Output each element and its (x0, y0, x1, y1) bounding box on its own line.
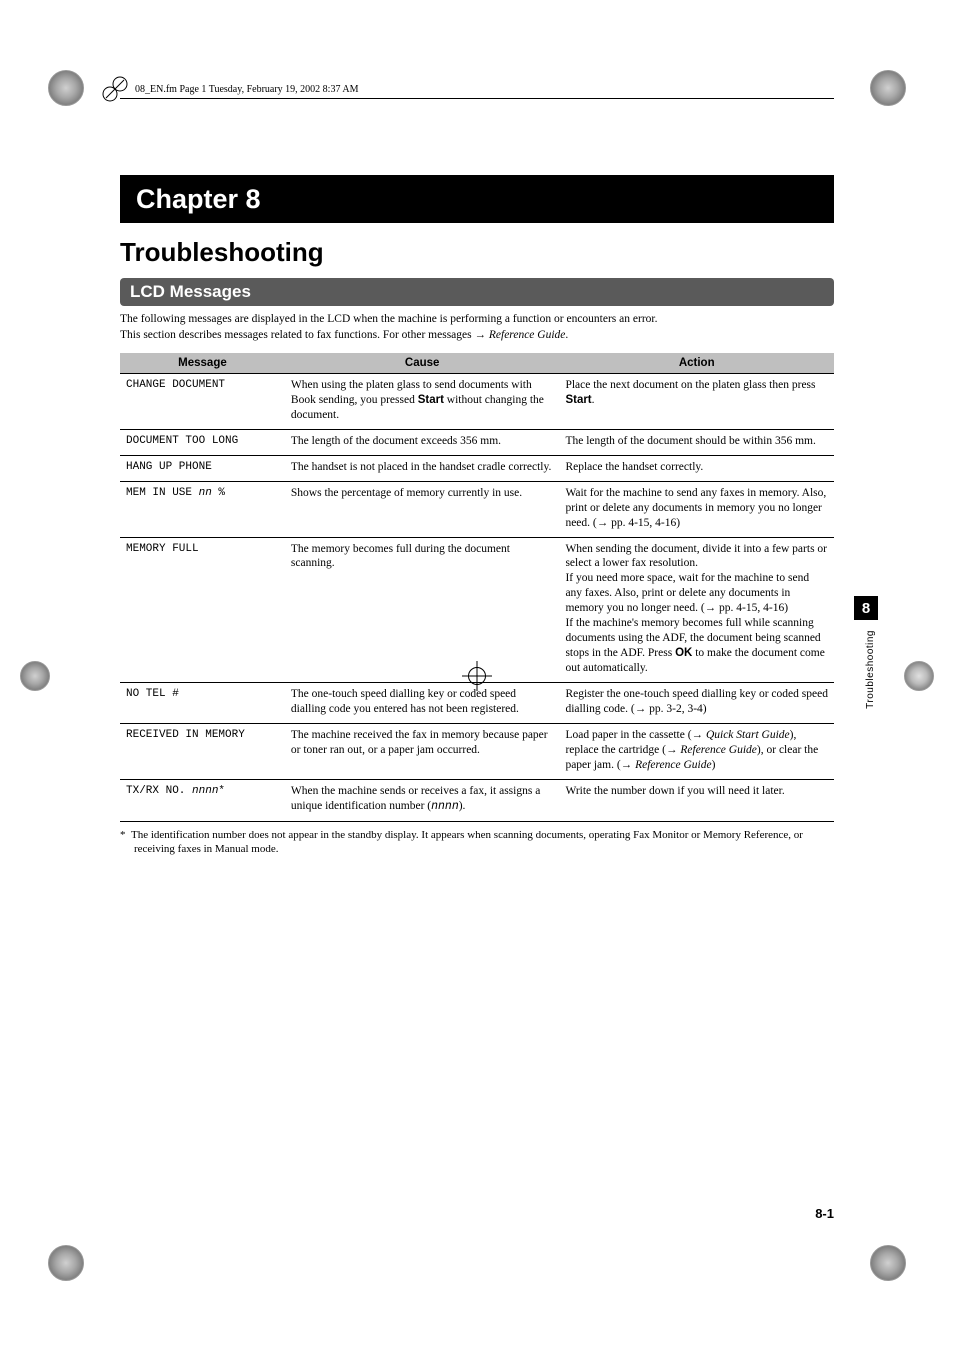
text-bold: OK (675, 647, 692, 659)
crop-mark-icon (48, 70, 84, 106)
text: If you need more space, wait for the mac… (565, 572, 809, 614)
table-row: TX/RX NO. nnnn* When the machine sends o… (120, 779, 834, 821)
msg-code: NO TEL # (120, 682, 285, 723)
msg-action: Wait for the machine to send any faxes i… (559, 481, 834, 537)
msg-code: DOCUMENT TOO LONG (120, 429, 285, 455)
msg-cause: When using the platen glass to send docu… (285, 374, 560, 430)
table-row: MEMORY FULL The memory becomes full duri… (120, 537, 834, 682)
side-tab-chapter: 8 (854, 596, 878, 620)
msg-cause: When the machine sends or receives a fax… (285, 779, 560, 821)
text-bold: Start (565, 394, 591, 406)
text-bold: Start (418, 394, 444, 406)
msg-action: Place the next document on the platen gl… (559, 374, 834, 430)
text: MEM IN USE (126, 487, 199, 499)
msg-action: Replace the handset correctly. (559, 455, 834, 481)
content-area: Chapter 8 Troubleshooting LCD Messages T… (120, 175, 834, 856)
msg-action: The length of the document should be wit… (559, 429, 834, 455)
chapter-bar: Chapter 8 (120, 175, 834, 223)
text: * (218, 785, 225, 797)
msg-code: CHANGE DOCUMENT (120, 374, 285, 430)
text: . (592, 394, 595, 406)
msg-action: Write the number down if you will need i… (559, 779, 834, 821)
footnote: * The identification number does not app… (120, 828, 834, 857)
text: Place the next document on the platen gl… (565, 379, 815, 391)
msg-cause: Shows the percentage of memory currently… (285, 481, 560, 537)
col-action: Action (559, 353, 834, 374)
framemaker-icon (100, 74, 130, 104)
table-row: DOCUMENT TOO LONG The length of the docu… (120, 429, 834, 455)
table-row: HANG UP PHONE The handset is not placed … (120, 455, 834, 481)
text: ). (459, 800, 466, 812)
side-label: Troubleshooting (865, 630, 876, 709)
text-ital: Quick Start Guide (706, 729, 790, 741)
table-row: MEM IN USE nn % Shows the percentage of … (120, 481, 834, 537)
section-title: LCD Messages (120, 282, 251, 302)
table-row: NO TEL # The one-touch speed dialling ke… (120, 682, 834, 723)
header-rule (120, 98, 834, 99)
text: % (212, 487, 225, 499)
table-row: RECEIVED IN MEMORY The machine received … (120, 723, 834, 779)
intro-text: The following messages are displayed in … (120, 312, 834, 343)
section-bar: LCD Messages (120, 278, 834, 306)
msg-code: HANG UP PHONE (120, 455, 285, 481)
crop-mark-icon (870, 70, 906, 106)
msg-code: TX/RX NO. nnnn* (120, 779, 285, 821)
text-ital: Reference Guide (635, 759, 712, 771)
text-ital: nnnn (431, 800, 459, 813)
text: TX/RX NO. (126, 785, 192, 797)
msg-cause: The machine received the fax in memory b… (285, 723, 560, 779)
table-header-row: Message Cause Action (120, 353, 834, 374)
msg-cause: The handset is not placed in the handset… (285, 455, 560, 481)
page: 08_EN.fm Page 1 Tuesday, February 19, 20… (0, 0, 954, 1351)
intro-line2b: Reference Guide (489, 329, 566, 341)
page-number: 8-1 (815, 1206, 834, 1221)
msg-cause: The one-touch speed dialling key or code… (285, 682, 560, 723)
intro-line2a: This section describes messages related … (120, 329, 489, 341)
text-ital: nn (199, 487, 212, 499)
messages-table: Message Cause Action CHANGE DOCUMENT Whe… (120, 353, 834, 822)
col-cause: Cause (285, 353, 560, 374)
msg-code: RECEIVED IN MEMORY (120, 723, 285, 779)
msg-action: Register the one-touch speed dialling ke… (559, 682, 834, 723)
intro-line2c: . (565, 329, 568, 341)
msg-cause: The memory becomes full during the docum… (285, 537, 560, 682)
footnote-text: The identification number does not appea… (131, 829, 803, 855)
col-message: Message (120, 353, 285, 374)
msg-code: MEM IN USE nn % (120, 481, 285, 537)
msg-action: When sending the document, divide it int… (559, 537, 834, 682)
text: Load paper in the cassette (→ (565, 729, 706, 741)
chapter-label: Chapter 8 (120, 184, 261, 215)
header-filepath: 08_EN.fm Page 1 Tuesday, February 19, 20… (135, 84, 363, 95)
msg-cause: The length of the document exceeds 356 m… (285, 429, 560, 455)
msg-action: Load paper in the cassette (→ Quick Star… (559, 723, 834, 779)
crop-mark-icon (48, 1245, 84, 1281)
footnote-mark: * (120, 829, 126, 841)
intro-line1: The following messages are displayed in … (120, 313, 657, 325)
text-ital: Reference Guide (680, 744, 757, 756)
page-title: Troubleshooting (120, 237, 834, 268)
crop-mark-icon (904, 661, 934, 691)
text: When the machine sends or receives a fax… (291, 785, 540, 812)
crop-mark-icon (20, 661, 50, 691)
text-ital: nnnn (192, 785, 218, 797)
crop-mark-icon (870, 1245, 906, 1281)
table-row: CHANGE DOCUMENT When using the platen gl… (120, 374, 834, 430)
text: When sending the document, divide it int… (565, 543, 827, 570)
text: ) (712, 759, 716, 771)
msg-code: MEMORY FULL (120, 537, 285, 682)
